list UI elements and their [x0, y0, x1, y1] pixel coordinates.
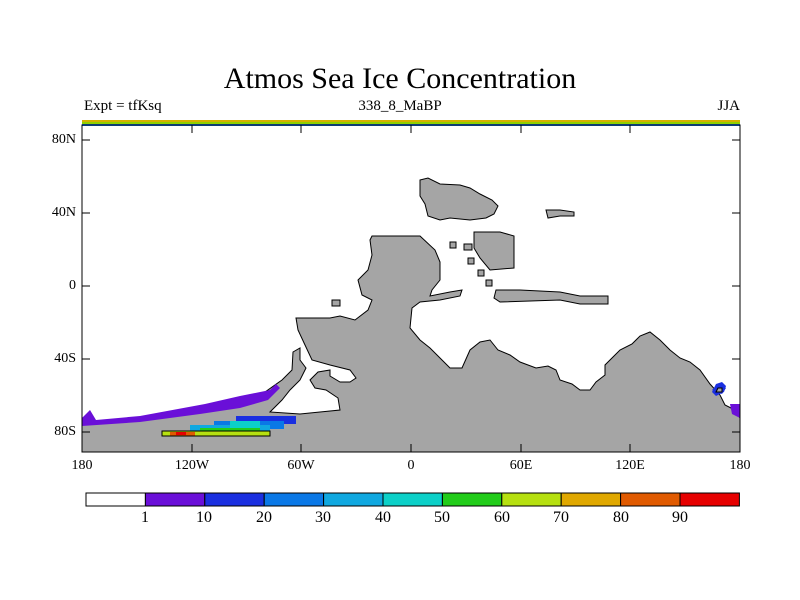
colorbar-label-30: 30 [315, 509, 331, 526]
colorbar-label-60: 60 [494, 509, 510, 526]
season-label: JJA [717, 98, 740, 114]
map-axes [81, 124, 741, 453]
colorbar [85, 492, 740, 507]
islet-f [331, 299, 341, 307]
lat-label-80n: 80N [51, 132, 76, 147]
experiment-label: Expt = tfKsq [84, 98, 162, 114]
arctic-ice-band-mid [82, 122, 740, 124]
colorbar-box-8 [560, 492, 622, 507]
east-island [545, 209, 575, 219]
ice-block-outline [161, 430, 271, 437]
arctic-ice-band-high [82, 120, 740, 122]
colorbar-box-4 [323, 492, 384, 507]
ice-band-50 [230, 421, 260, 428]
colorbar-label-80: 80 [613, 509, 629, 526]
colorbar-label-1: 1 [141, 509, 149, 526]
colorbar-box-5 [382, 492, 443, 507]
central-island-large [473, 231, 515, 271]
islet-e [485, 279, 493, 287]
colorbar-label-70: 70 [553, 509, 569, 526]
south-ice-edge [82, 384, 280, 426]
lon-label-120e: 120E [615, 458, 645, 473]
ice-band-70 [162, 431, 270, 436]
ice-blob-east-inner [715, 387, 723, 393]
colorbar-label-20: 20 [256, 509, 272, 526]
colorbar-box-1 [144, 492, 206, 507]
colorbar-box-2 [204, 492, 265, 507]
colorbar-box-3 [263, 492, 325, 507]
lat-label-80s: 80S [54, 424, 76, 439]
colorbar-box-7 [501, 492, 562, 507]
islet-d [477, 269, 485, 277]
south-ice-right [730, 404, 740, 418]
ice-band-90 [176, 432, 186, 435]
islet-b [463, 243, 473, 251]
northern-continent [419, 177, 499, 221]
lon-label-180e: 180 [729, 458, 751, 473]
colorbar-box-10 [679, 492, 740, 507]
colorbar-label-10: 10 [196, 509, 212, 526]
islet-a [449, 241, 457, 249]
lon-label-120w: 120W [174, 458, 210, 473]
ice-band-20 [236, 416, 296, 424]
map-title: Atmos Sea Ice Concentration [223, 62, 577, 95]
colorbar-box-6 [441, 492, 503, 507]
colorbar-label-50: 50 [434, 509, 450, 526]
lat-label-40s: 40S [54, 351, 76, 366]
colorbar-label-90: 90 [672, 509, 688, 526]
lat-label-0: 0 [69, 278, 76, 293]
lon-label-60w: 60W [287, 458, 315, 473]
ice-band-60 [200, 428, 260, 432]
east-block [493, 289, 609, 305]
lon-label-180w: 180 [71, 458, 93, 473]
lon-label-0: 0 [407, 458, 415, 473]
islet-c [467, 257, 475, 265]
lon-label-60e: 60E [509, 458, 533, 473]
lat-label-40n: 40N [51, 205, 76, 220]
period-label: 338_8_MaBP [358, 98, 442, 114]
colorbar-box-9 [620, 492, 681, 507]
colorbar-box-0 [85, 492, 146, 507]
colorbar-label-40: 40 [375, 509, 391, 526]
